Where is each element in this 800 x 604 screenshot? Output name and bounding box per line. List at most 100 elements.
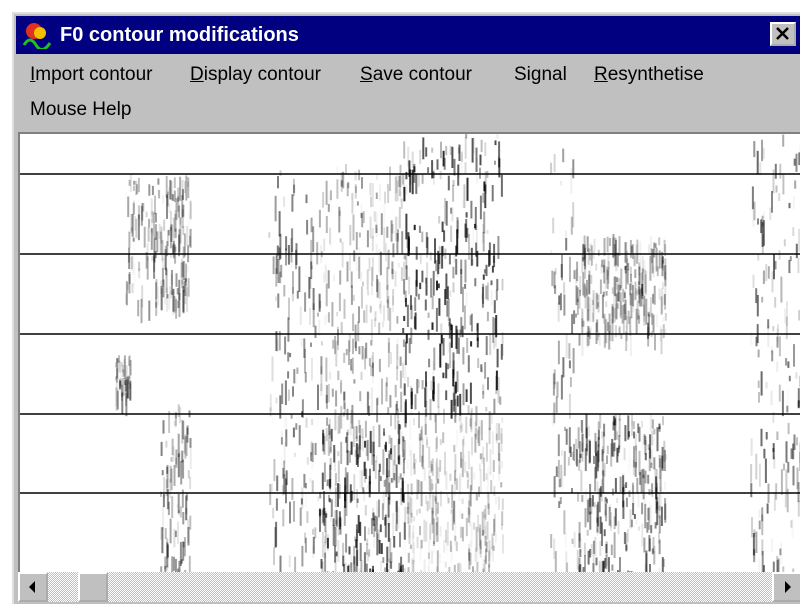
spectrogram-cell [569,256,571,282]
spectrogram-cell [384,191,386,204]
menu-item[interactable]: Save contour [360,64,472,85]
spectrogram-cell [408,160,411,177]
spectrogram-cell [128,354,131,379]
spectrogram-cell [304,483,307,489]
spectrogram-cell [596,517,599,533]
spectrogram-cell [290,247,293,269]
spectrogram-cell [386,546,389,563]
spectrogram-cell [602,560,605,580]
spectrogram-cell [610,544,613,556]
spectrogram-cell [607,266,610,284]
scroll-right[interactable] [772,572,800,602]
spectrogram-cell [463,305,466,330]
spectrogram-area[interactable] [18,132,800,597]
menu-item[interactable]: Display contour [190,64,321,85]
spectrogram-cell [585,288,588,297]
spectrogram-cell [358,247,361,272]
spectrogram-cell [425,232,428,248]
spectrogram-cell [570,167,573,194]
menu-item[interactable]: Import contour [30,64,153,85]
spectrogram-cell [614,418,617,426]
spectrogram-cell [296,367,299,374]
spectrogram-cell [578,533,581,548]
spectrogram-cell [125,365,128,379]
spectrogram-cell [385,243,387,262]
spectrogram-cell [361,286,363,309]
spectrogram-cell [454,398,457,413]
spectrogram-cell [633,514,636,519]
spectrogram-cell [274,527,277,548]
spectrogram-cell [399,370,402,389]
scroll-thumb[interactable] [78,572,108,602]
spectrogram-cell [750,331,753,346]
spectrogram-cell [356,498,359,503]
spectrogram-cell [635,445,638,468]
spectrogram-cell [166,293,169,299]
spectrogram-cell [335,520,338,525]
spectrogram-cell [421,455,424,467]
spectrogram-cell [454,471,456,485]
spectrogram-cell [137,214,140,241]
spectrogram-cell [188,236,191,247]
spectrogram-cell [474,421,477,437]
spectrogram-cell [398,454,401,465]
spectrogram-cell [496,348,499,368]
spectrogram-cell [613,244,616,267]
menu-item[interactable]: Signal [514,64,567,85]
spectrogram-cell [578,557,581,575]
spectrogram-cell [407,459,409,469]
spectrogram-cell [453,158,456,176]
spectrogram-cell [480,539,483,549]
spectrogram-cell [605,301,608,308]
spectrogram-cell [421,380,424,390]
spectrogram-cell [463,184,466,209]
spectrogram-cell [652,537,655,553]
spectrogram-cell [449,342,452,368]
spectrogram-cell [358,306,360,323]
spectrogram-cell [445,362,448,379]
spectrogram-cell [470,410,473,433]
spectrogram-cell [404,538,406,555]
spectrogram-cell [141,203,144,221]
spectrogram-cell [346,429,349,435]
spectrogram-cell [614,304,617,318]
spectrogram-cell [636,300,639,311]
spectrogram-cell [582,567,585,572]
spectrogram-cell [500,524,503,530]
spectrogram-cell [146,243,149,261]
spectrogram-cell [339,382,342,393]
spectrogram-cell [596,450,599,472]
spectrogram-cell [429,251,432,261]
scroll-left[interactable] [18,572,48,602]
spectrogram-cell [369,216,372,239]
spectrogram-cell [647,322,649,332]
spectrogram-cell [417,480,420,494]
spectrogram-cell [593,455,595,464]
spectrogram-cell [625,497,628,507]
spectrogram-cell [168,202,171,213]
spectrogram-cell [174,228,177,238]
spectrogram-cell [413,542,415,562]
spectrogram-cell [644,503,647,529]
spectrogram-cell [404,399,407,424]
spectrogram-cell [362,487,365,493]
spectrogram-cell [329,430,332,439]
spectrogram-cell [180,262,182,279]
spectrogram-cell [752,548,755,559]
spectrogram-cell [148,218,150,228]
spectrogram-cell [629,509,632,529]
spectrogram-cell [444,561,447,568]
spectrogram [20,134,800,597]
spectrogram-cell [758,520,761,530]
horizontal-scrollbar[interactable] [18,572,800,602]
spectrogram-cell [785,469,788,495]
spectrogram-cell [350,409,353,424]
spectrogram-cell [409,495,412,515]
spectrogram-cell [444,289,447,306]
close-button[interactable] [770,22,796,46]
spectrogram-cell [481,224,484,244]
menu-item[interactable]: Resynthetise [594,64,704,85]
spectrogram-cell [617,291,620,302]
spectrogram-cell [376,174,378,180]
menu-item[interactable]: Mouse Help [30,99,132,120]
